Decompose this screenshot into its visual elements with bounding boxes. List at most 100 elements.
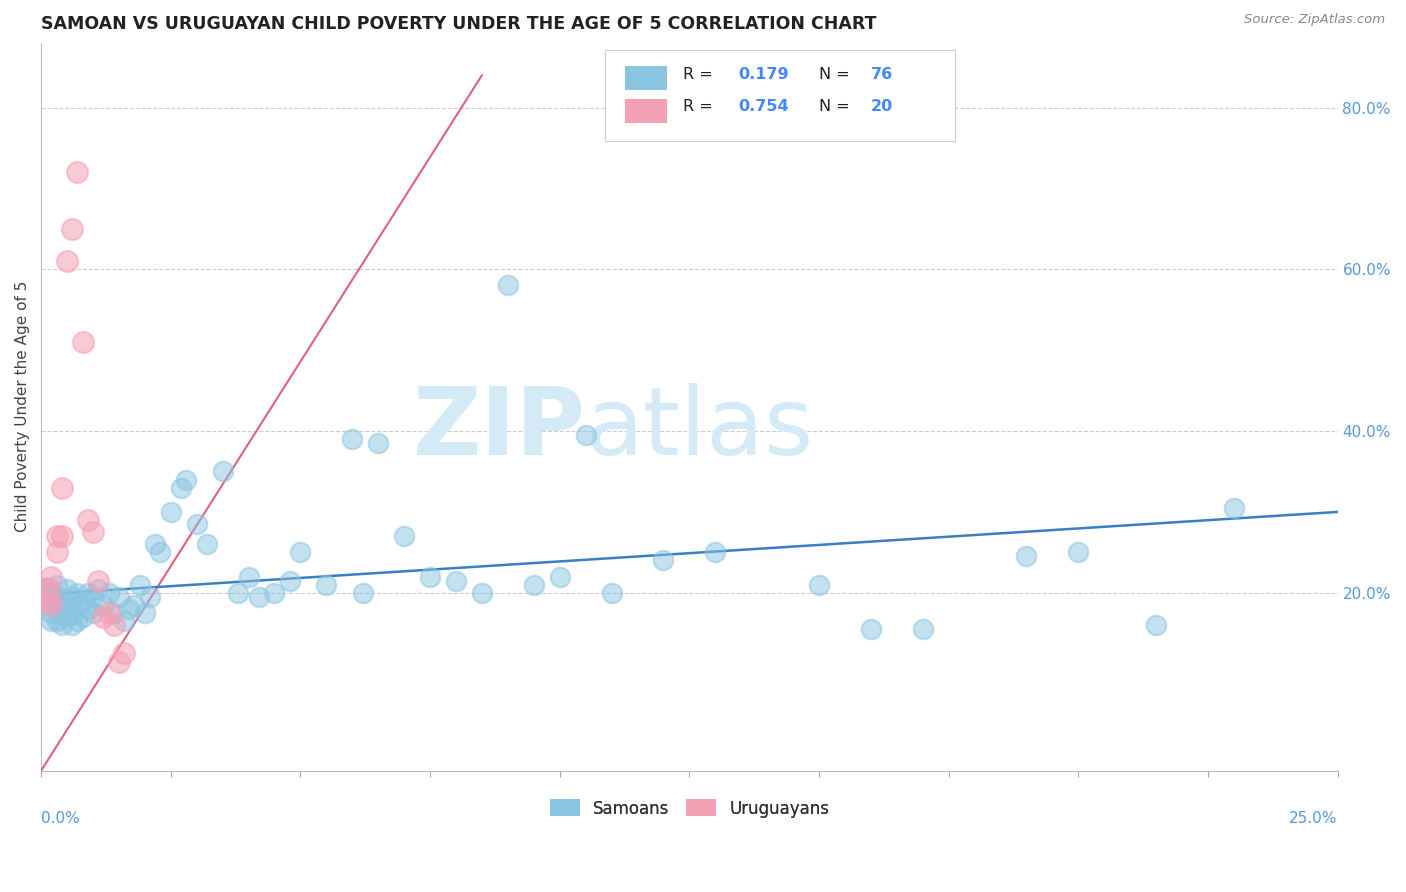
Point: [278, 574, 301, 588]
Point: [112, 647, 135, 661]
Text: 0.754: 0.754: [738, 99, 789, 114]
Point: [1223, 500, 1246, 515]
Point: [211, 465, 233, 479]
Point: [35, 582, 58, 596]
Point: [128, 578, 150, 592]
Point: [66, 165, 89, 179]
Point: [97, 606, 120, 620]
Point: [1015, 549, 1038, 564]
Point: [87, 574, 110, 588]
Point: [60, 222, 83, 236]
Text: ZIP: ZIP: [413, 383, 586, 475]
Point: [82, 606, 104, 620]
Point: [60, 618, 83, 632]
Point: [45, 602, 67, 616]
Text: R =: R =: [683, 67, 718, 82]
Point: [56, 582, 79, 596]
Text: SAMOAN VS URUGUAYAN CHILD POVERTY UNDER THE AGE OF 5 CORRELATION CHART: SAMOAN VS URUGUAYAN CHILD POVERTY UNDER …: [41, 15, 876, 33]
Point: [35, 598, 58, 612]
Point: [496, 278, 519, 293]
Point: [600, 586, 623, 600]
Point: [45, 545, 67, 559]
Point: [523, 578, 546, 592]
Point: [35, 582, 58, 596]
Point: [41, 586, 63, 600]
Point: [108, 655, 131, 669]
Text: 0.179: 0.179: [738, 67, 789, 82]
Point: [45, 578, 67, 592]
Text: 76: 76: [870, 67, 893, 82]
Point: [143, 537, 166, 551]
Point: [41, 598, 63, 612]
Point: [176, 473, 198, 487]
Point: [35, 586, 58, 600]
Point: [76, 513, 98, 527]
Point: [134, 606, 156, 620]
Point: [60, 606, 83, 620]
Point: [76, 586, 98, 600]
Point: [342, 432, 364, 446]
Text: N =: N =: [820, 99, 855, 114]
Point: [247, 590, 270, 604]
Point: [859, 622, 882, 636]
Point: [226, 586, 249, 600]
Point: [1144, 618, 1167, 632]
Point: [103, 606, 125, 620]
Point: [103, 618, 125, 632]
Point: [1067, 545, 1090, 559]
Point: [87, 582, 110, 596]
Point: [51, 606, 73, 620]
Text: 25.0%: 25.0%: [1289, 811, 1337, 826]
Point: [72, 335, 94, 350]
Point: [51, 594, 73, 608]
Point: [35, 586, 58, 600]
Point: [290, 545, 312, 559]
Point: [159, 505, 181, 519]
Point: [808, 578, 831, 592]
Text: N =: N =: [820, 67, 855, 82]
Point: [471, 586, 494, 600]
Point: [112, 614, 135, 628]
Point: [575, 428, 598, 442]
Point: [41, 569, 63, 583]
Point: [51, 618, 73, 632]
Point: [367, 436, 389, 450]
Point: [548, 569, 571, 583]
Point: [56, 610, 79, 624]
Point: [41, 614, 63, 628]
Text: Source: ZipAtlas.com: Source: ZipAtlas.com: [1244, 13, 1385, 27]
Point: [93, 610, 115, 624]
Point: [352, 586, 374, 600]
Point: [704, 545, 727, 559]
Point: [149, 545, 172, 559]
Point: [66, 614, 89, 628]
Point: [195, 537, 218, 551]
Point: [41, 606, 63, 620]
Point: [60, 590, 83, 604]
Point: [392, 529, 415, 543]
FancyBboxPatch shape: [624, 99, 668, 123]
Point: [124, 598, 146, 612]
Legend: Samoans, Uruguayans: Samoans, Uruguayans: [543, 793, 837, 824]
Point: [56, 254, 79, 268]
Point: [419, 569, 441, 583]
Point: [97, 586, 120, 600]
Point: [652, 553, 675, 567]
Point: [72, 594, 94, 608]
Point: [76, 602, 98, 616]
FancyBboxPatch shape: [624, 66, 668, 90]
Text: atlas: atlas: [586, 383, 814, 475]
Text: 0.0%: 0.0%: [41, 811, 80, 826]
Point: [82, 525, 104, 540]
Point: [45, 529, 67, 543]
Point: [56, 598, 79, 612]
Point: [45, 614, 67, 628]
Text: 20: 20: [870, 99, 893, 114]
Point: [51, 529, 73, 543]
Point: [82, 590, 104, 604]
FancyBboxPatch shape: [605, 50, 955, 141]
Point: [108, 590, 131, 604]
Point: [170, 481, 193, 495]
Point: [72, 610, 94, 624]
Point: [35, 594, 58, 608]
